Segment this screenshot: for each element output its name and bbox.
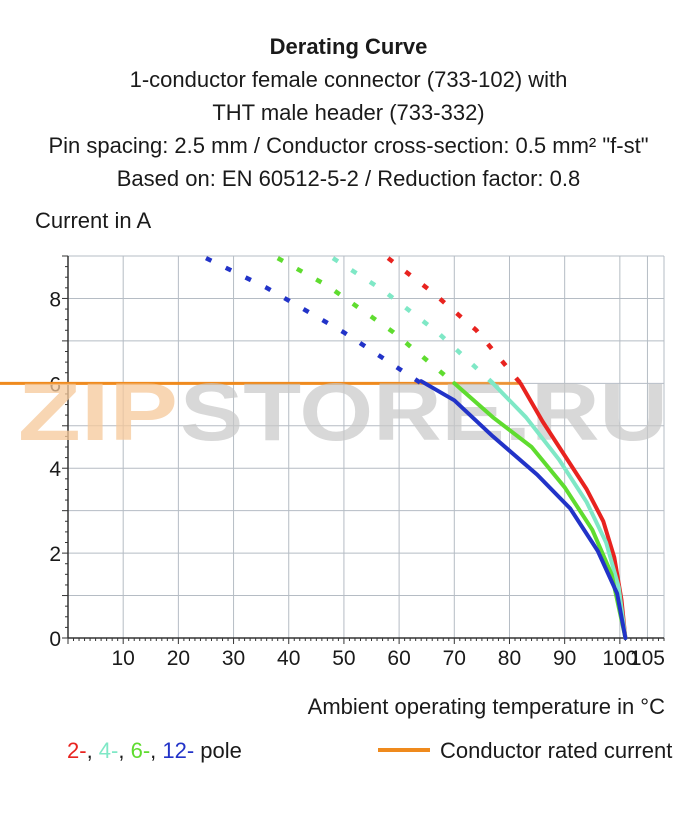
y-tick-label-4: 8 — [49, 288, 61, 311]
x-tick-label-9: 100 — [602, 647, 637, 670]
x-tick-label-1: 20 — [167, 647, 190, 670]
x-tick-label-5: 60 — [387, 647, 410, 670]
y-tick-label-0: 0 — [49, 628, 61, 651]
legend-pole-item-6: 12- — [162, 738, 195, 763]
x-tick-label-2: 30 — [222, 647, 245, 670]
x-tick-label-3: 40 — [277, 647, 300, 670]
series-0-dashed-line — [386, 256, 523, 385]
series-1-dashed-line — [331, 256, 495, 385]
legend-pole-item-1: , — [86, 738, 99, 763]
derating-chart: 10203040506070809010010502468ZIPSTORE.RU — [0, 255, 668, 670]
legend-rated-current: Conductor rated current — [378, 738, 672, 764]
x-tick-label-7: 80 — [498, 647, 521, 670]
x-tick-label-4: 50 — [332, 647, 355, 670]
legend-rated-label: Conductor rated current — [440, 738, 673, 763]
y-tick-label-1: 2 — [49, 543, 61, 566]
series-2-dashed-line — [276, 256, 456, 386]
legend-pole-item-2: 4- — [98, 738, 119, 763]
legend-rated-swatch — [378, 748, 430, 753]
x-tick-label-8: 90 — [553, 647, 576, 670]
x-axis-label: Ambient operating temperature in °C — [307, 694, 665, 719]
legend-pole-item-7: pole — [194, 738, 242, 763]
chart-subtitle-line-2: THT male header (733-332) — [212, 100, 485, 125]
series-3-solid-line — [419, 379, 628, 640]
legend-pole-item-3: , — [118, 738, 131, 763]
legend-pole-item-0: 2- — [67, 738, 87, 763]
chart-title-block: Derating Curve 1-conductor female connec… — [0, 30, 697, 195]
x-tick-label-0: 10 — [112, 647, 135, 670]
legend-pole-item-5: , — [150, 738, 163, 763]
chart-subtitle-line-4: Based on: EN 60512-5-2 / Reduction facto… — [116, 166, 581, 191]
x-tick-label-10: 105 — [630, 647, 665, 670]
watermark-zip: ZIP — [18, 367, 178, 458]
series-2-solid-line — [452, 381, 628, 640]
chart-subtitle-line-1: 1-conductor female connector (733-102) w… — [129, 67, 568, 92]
y-axis-label: Current in A — [35, 208, 152, 233]
series-3-dashed-line — [205, 256, 423, 386]
chart-title: Derating Curve — [269, 34, 428, 59]
legend-pole-counts: 2-, 4-, 6-, 12- pole — [67, 738, 242, 764]
y-tick-label-2: 4 — [49, 458, 61, 481]
series-1-solid-line — [490, 381, 628, 640]
x-tick-label-6: 70 — [443, 647, 466, 670]
chart-subtitle-line-3: Pin spacing: 2.5 mm / Conductor cross-se… — [48, 133, 649, 158]
legend-pole-item-4: 6- — [130, 738, 151, 763]
